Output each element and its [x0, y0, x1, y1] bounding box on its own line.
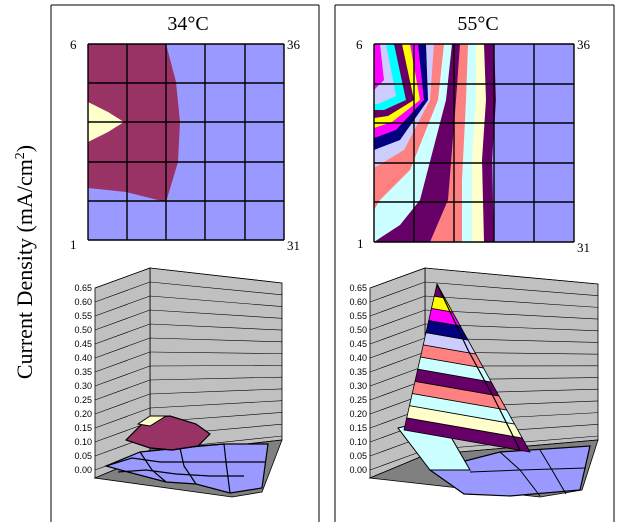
- contour-34c-corner-top-right: 36: [287, 37, 301, 52]
- contour-34c-corner-bottom-left: 1: [70, 237, 77, 252]
- wall-gridline-back: [149, 365, 283, 367]
- surface-55c-yticks: 0.00 0.05 0.10 0.15 0.20 0.25 0.30 0.35 0.40 0.45…: [349, 283, 367, 475]
- ytick-label: 0.60: [349, 297, 367, 307]
- contour-55c-corner-top-right: 36: [577, 37, 591, 52]
- ytick-label: 0.25: [74, 395, 92, 405]
- wall-gridline-back: [149, 388, 283, 395]
- wall-gridline-left: [94, 267, 151, 289]
- ytick-label: 0.50: [74, 325, 92, 335]
- wall-gridline-left: [369, 281, 426, 303]
- wall-gridline-left: [94, 365, 151, 387]
- surface-34c: 0.00 0.05 0.10 0.15 0.20 0.25 0.30 0.35 0.40 0.45…: [74, 267, 283, 498]
- contour-34c-corner-bottom-right: 31: [287, 238, 300, 253]
- ytick-label: 0.55: [74, 311, 92, 321]
- ytick-label: 0.10: [349, 437, 367, 447]
- surface-34c-wall-grid: [94, 267, 283, 471]
- ytick-label: 0.55: [349, 311, 367, 321]
- surface-34c-left-wall: [94, 267, 151, 479]
- y-axis-label-end: ): [12, 145, 37, 152]
- ytick-label: 0.25: [349, 395, 367, 405]
- ytick-label: 0.20: [74, 409, 92, 419]
- contour-55c-band-15: [374, 44, 384, 90]
- contour-55c-corner-bottom-left: 1: [357, 236, 364, 251]
- ytick-label: 0.45: [74, 339, 92, 349]
- wall-gridline-back: [424, 281, 599, 296]
- wall-gridline-left: [369, 365, 426, 387]
- ytick-label: 0.15: [74, 423, 92, 433]
- surface-55c-ridge: [436, 283, 521, 451]
- wall-gridline-left: [369, 295, 426, 317]
- wall-gridline-back: [424, 295, 599, 308]
- contour-55c-corner-bottom-right: 31: [577, 240, 590, 255]
- wall-gridline-back: [149, 309, 283, 319]
- ytick-label: 0.65: [349, 283, 367, 293]
- wall-gridline-left: [369, 337, 426, 359]
- wall-gridline-left: [94, 379, 151, 401]
- ytick-label: 0.15: [349, 423, 367, 433]
- y-axis-label-sup: 2: [13, 152, 28, 159]
- surface-34c-yticks: 0.00 0.05 0.10 0.15 0.20 0.25 0.30 0.35 0.40 0.45…: [74, 283, 92, 475]
- surface-34c-mesh-lines: [105, 443, 266, 494]
- ytick-label: 0.65: [74, 283, 92, 293]
- contour-34c: 34°C 6 36 1 31: [70, 13, 301, 253]
- wall-gridline-back: [149, 400, 283, 409]
- ytick-label: 0.35: [349, 367, 367, 377]
- ytick-label: 0.05: [74, 451, 92, 461]
- wall-gridline-left: [94, 309, 151, 331]
- ytick-label: 0.05: [349, 451, 367, 461]
- wall-gridline-left: [369, 323, 426, 345]
- contour-34c-title: 34°C: [167, 13, 208, 35]
- wall-gridline-back: [149, 337, 283, 343]
- ytick-label: 0.30: [74, 381, 92, 391]
- wall-gridline-left: [369, 449, 426, 471]
- contour-55c-corner-top-left: 6: [356, 37, 363, 52]
- wall-gridline-back: [149, 281, 283, 296]
- wall-gridline-back: [424, 309, 599, 320]
- wall-gridline-left: [94, 337, 151, 359]
- wall-gridline-left: [94, 407, 151, 429]
- contour-55c-grid: [373, 43, 575, 243]
- contour-55c: 55°C 6 36 1: [356, 13, 591, 255]
- ytick-label: 0.40: [74, 353, 92, 363]
- wall-gridline-back: [424, 267, 599, 285]
- ytick-label: 0.45: [349, 339, 367, 349]
- ytick-label: 0.50: [349, 325, 367, 335]
- surface-55c: 0.00 0.05 0.10 0.15 0.20 0.25 0.30 0.35 0.40 0.45…: [349, 267, 599, 498]
- ytick-label: 0.10: [74, 437, 92, 447]
- surface-34c-mesh-cream: [136, 415, 168, 427]
- wall-gridline-left: [369, 309, 426, 331]
- wall-gridline-back: [149, 323, 283, 331]
- wall-gridline-back: [149, 351, 283, 354]
- contour-55c-title: 55°C: [457, 13, 498, 35]
- ytick-label: 0.20: [349, 409, 367, 419]
- ytick-label: 0.30: [349, 381, 367, 391]
- wall-gridline-left: [94, 295, 151, 317]
- ytick-label: 0.00: [74, 465, 92, 475]
- ytick-label: 0.00: [349, 465, 367, 475]
- ytick-label: 0.60: [74, 297, 92, 307]
- ytick-label: 0.40: [349, 353, 367, 363]
- wall-gridline-left: [369, 267, 426, 289]
- surface-55c-floor-lines: [469, 449, 587, 497]
- wall-gridline-back: [149, 376, 283, 381]
- y-axis-label: Current Density (mA/cm2): [12, 145, 37, 379]
- wall-gridline-left: [94, 323, 151, 345]
- wall-gridline-left: [94, 351, 151, 373]
- contour-34c-grid: [87, 43, 285, 241]
- wall-gridline-left: [369, 351, 426, 373]
- surface-55c-peak: [403, 282, 531, 453]
- wall-gridline-left: [94, 393, 151, 415]
- ytick-label: 0.35: [74, 367, 92, 377]
- contour-34c-corner-top-left: 6: [70, 37, 77, 52]
- wall-gridline-back: [149, 267, 283, 284]
- wall-gridline-left: [94, 281, 151, 303]
- wall-gridline-back: [149, 295, 283, 307]
